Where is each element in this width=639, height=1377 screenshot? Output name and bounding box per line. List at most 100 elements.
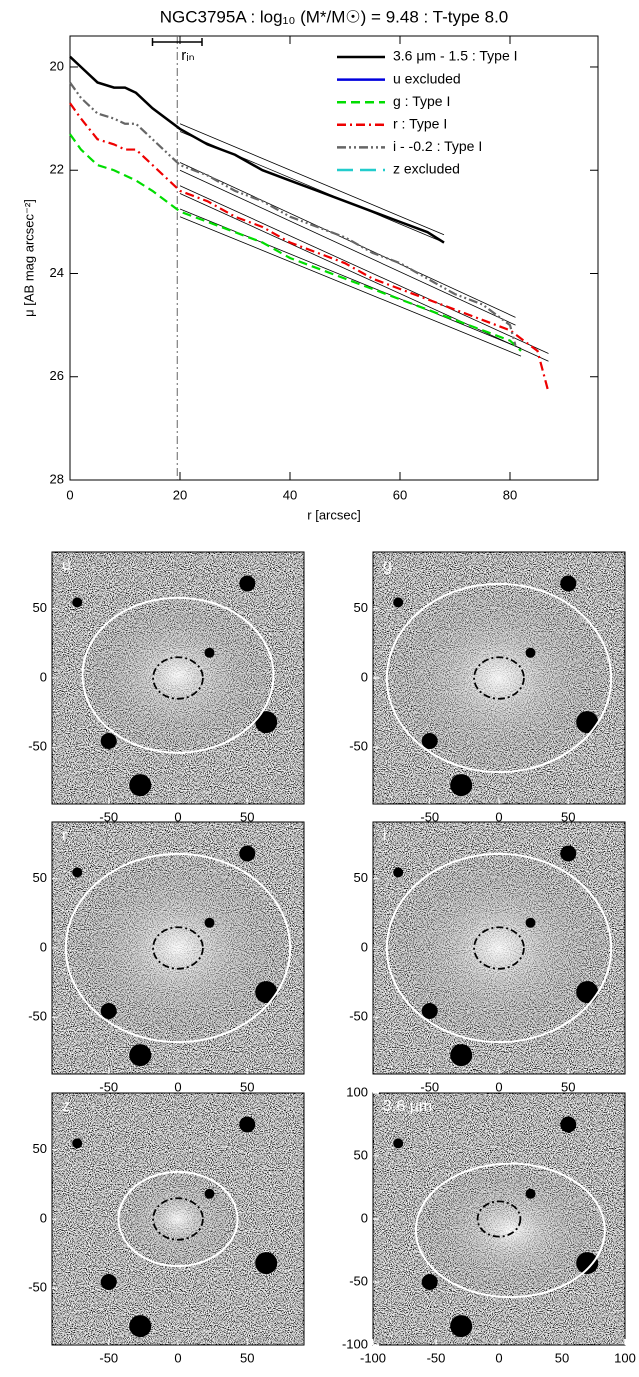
outer-ellipse xyxy=(64,852,292,1044)
star-mask xyxy=(560,845,577,862)
star-mask xyxy=(576,981,599,1004)
series-line xyxy=(69,133,522,352)
inner-ellipse xyxy=(473,656,525,700)
image-panel xyxy=(373,552,625,804)
x-tick-label: 0 xyxy=(174,1079,181,1094)
y-tick-label: 0 xyxy=(361,939,368,954)
fit-line xyxy=(179,169,516,326)
galaxy-glow xyxy=(381,849,617,1047)
panel-label: r xyxy=(62,827,68,844)
y-tick-label: 50 xyxy=(33,870,47,885)
legend-label: u excluded xyxy=(393,70,461,86)
panel-label: i xyxy=(383,827,387,844)
x-tick-label: -50 xyxy=(99,809,118,824)
star-mask xyxy=(450,1315,473,1338)
x-tick-label: 80 xyxy=(503,487,517,502)
star-mask xyxy=(100,1003,117,1019)
y-tick-label: 24 xyxy=(50,265,64,280)
fit-line xyxy=(179,123,445,236)
x-tick-label: -50 xyxy=(427,1350,446,1365)
outer-ellipse xyxy=(414,1162,606,1299)
y-axis-label: μ [AB mag arcsec⁻²] xyxy=(21,199,36,317)
x-tick-label: 100 xyxy=(614,1350,636,1365)
y-tick-label: 50 xyxy=(354,600,368,615)
chart-title: NGC3795A : log₁₀ (M*/M☉) = 9.48 : T-type… xyxy=(160,7,509,26)
star-mask xyxy=(239,1116,256,1133)
star-mask xyxy=(421,1003,438,1019)
x-tick-label: 50 xyxy=(555,1350,569,1365)
y-tick-label: 0 xyxy=(40,669,47,684)
star-mask xyxy=(560,1116,577,1133)
star-mask xyxy=(72,1138,83,1149)
y-tick-label: 50 xyxy=(354,1147,368,1162)
star-mask xyxy=(129,774,152,797)
panel-label: g xyxy=(383,557,392,574)
outer-ellipse xyxy=(117,1170,239,1268)
x-tick-label: 50 xyxy=(240,1079,254,1094)
legend-label: i - -0.2 : Type I xyxy=(393,138,482,154)
galaxy-glow xyxy=(60,849,296,1047)
star-mask xyxy=(255,981,278,1004)
image-panel xyxy=(52,552,304,804)
galaxy-glow xyxy=(115,1169,241,1269)
y-tick-label: 0 xyxy=(361,1210,368,1225)
y-tick-label: 20 xyxy=(50,58,64,73)
outer-ellipse xyxy=(385,582,613,774)
inner-ellipse xyxy=(152,656,204,700)
outer-ellipse xyxy=(81,596,275,754)
fit-line xyxy=(179,193,549,362)
x-tick-label: 50 xyxy=(561,809,575,824)
star-mask xyxy=(393,1138,404,1149)
star-mask xyxy=(129,1315,152,1338)
series-line xyxy=(69,55,445,244)
star-mask xyxy=(72,597,83,608)
panel-label: z xyxy=(62,1098,70,1115)
star-mask xyxy=(421,733,438,749)
legend-label: 3.6 μm - 1.5 : Type I xyxy=(393,48,518,64)
y-tick-label: 100 xyxy=(346,1084,368,1099)
star-mask xyxy=(239,575,256,592)
image-panel xyxy=(52,1093,304,1345)
x-axis-label: r [arcsec] xyxy=(307,507,360,522)
star-mask xyxy=(100,733,117,749)
galaxy-glow xyxy=(381,579,617,777)
star-mask xyxy=(560,575,577,592)
star-mask xyxy=(239,845,256,862)
r-in-label: rᵢₙ xyxy=(181,47,194,64)
y-tick-label: 0 xyxy=(40,939,47,954)
x-tick-label: 0 xyxy=(495,1350,502,1365)
y-tick-label: 22 xyxy=(50,162,64,177)
galaxy-glow xyxy=(77,593,279,757)
y-tick-label: 26 xyxy=(50,368,64,383)
y-tick-label: -50 xyxy=(349,1273,368,1288)
x-tick-label: 0 xyxy=(495,1079,502,1094)
y-tick-label: 28 xyxy=(50,471,64,486)
x-tick-label: -50 xyxy=(420,809,439,824)
star-mask xyxy=(100,1274,117,1290)
y-tick-label: 50 xyxy=(33,1141,47,1156)
fit-line xyxy=(179,216,522,357)
inner-ellipse xyxy=(152,1197,204,1241)
x-tick-label: -50 xyxy=(99,1350,118,1365)
x-tick-label: 50 xyxy=(561,1079,575,1094)
star-mask xyxy=(204,647,215,658)
star-mask xyxy=(129,1044,152,1067)
x-tick-label: 20 xyxy=(173,487,187,502)
image-panel xyxy=(373,822,625,1074)
y-tick-label: -50 xyxy=(28,1280,47,1295)
legend-label: g : Type I xyxy=(393,93,450,109)
x-tick-label: -50 xyxy=(420,1079,439,1094)
star-mask xyxy=(450,774,473,797)
series-line xyxy=(69,81,517,347)
image-panel xyxy=(52,822,304,1074)
y-tick-label: -50 xyxy=(349,739,368,754)
star-mask xyxy=(525,1188,536,1199)
x-tick-label: 0 xyxy=(174,809,181,824)
galaxy-glow xyxy=(411,1160,610,1301)
fit-line xyxy=(179,208,522,349)
star-mask xyxy=(204,917,215,928)
y-tick-label: 50 xyxy=(354,870,368,885)
plot-frame xyxy=(69,35,599,481)
x-tick-label: 50 xyxy=(240,1350,254,1365)
